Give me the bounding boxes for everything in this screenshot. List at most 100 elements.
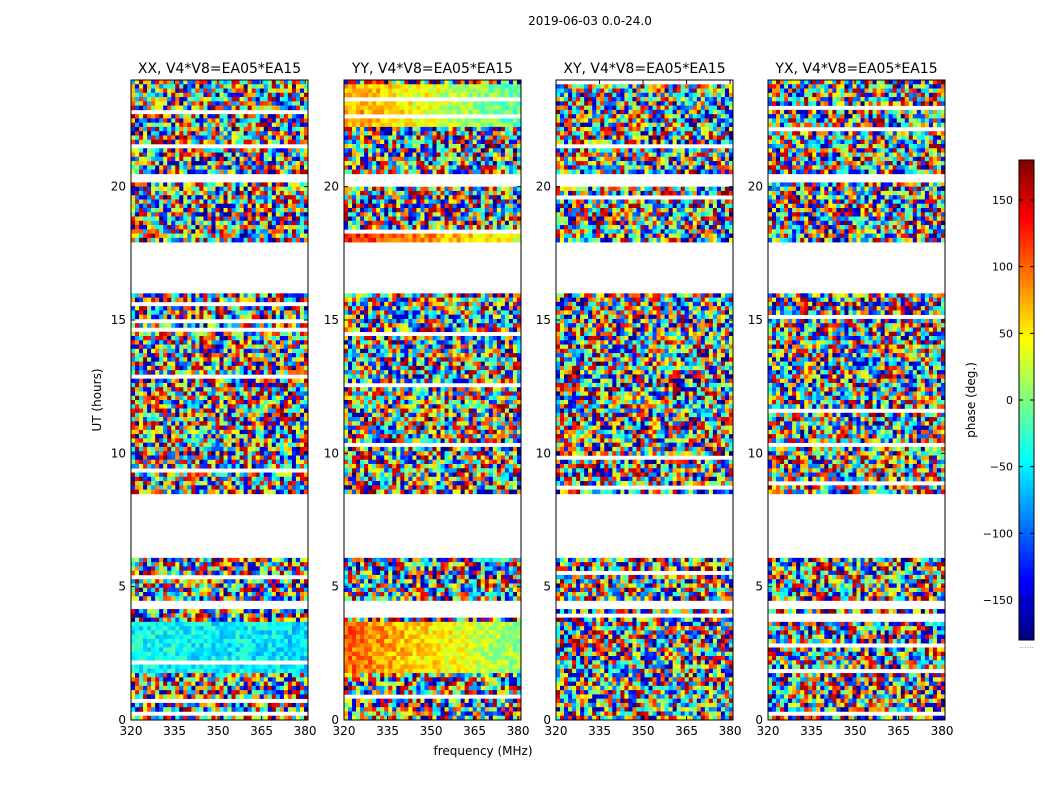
x-axis-label: frequency (MHz)	[433, 744, 532, 758]
colorbar-step	[1019, 632, 1034, 637]
x-tick-label: 380	[931, 724, 954, 738]
y-tick-label: 0	[118, 713, 126, 727]
colorbar-step	[1019, 160, 1034, 165]
colorbar-step	[1019, 544, 1034, 549]
colorbar-step	[1019, 540, 1034, 545]
colorbar-step	[1019, 400, 1034, 405]
colorbar-step	[1019, 520, 1034, 525]
colorbar-step	[1019, 556, 1034, 561]
x-tick-label: 335	[163, 724, 186, 738]
panel-0: XX, V4*V8=EA05*EA15 320 335 350 365 380 0 5 10 15…	[111, 61, 317, 738]
y-tick-label: 5	[331, 580, 339, 594]
colorbar-step	[1019, 416, 1034, 421]
x-tick-label: 350	[207, 724, 230, 738]
colorbar-step	[1019, 360, 1034, 365]
x-tick-label: 350	[844, 724, 867, 738]
colorbar-step	[1019, 248, 1034, 253]
colorbar-step	[1019, 188, 1034, 193]
colorbar-step	[1019, 504, 1034, 509]
axes-frame	[555, 79, 734, 721]
colorbar-step	[1019, 452, 1034, 457]
colorbar-step	[1019, 408, 1034, 413]
colorbar-step	[1019, 244, 1034, 249]
colorbar-step	[1019, 628, 1034, 633]
colorbar-step	[1019, 308, 1034, 313]
x-tick-label: 320	[120, 724, 143, 738]
colorbar-step	[1019, 548, 1034, 553]
y-tick-label: 15	[748, 313, 763, 327]
colorbar-step	[1019, 492, 1034, 497]
colorbar-step	[1019, 592, 1034, 597]
colorbar-step	[1019, 240, 1034, 245]
colorbar-step	[1019, 432, 1034, 437]
colorbar-step	[1019, 172, 1034, 177]
axes-frame	[343, 79, 522, 721]
y-tick-label: 0	[331, 713, 339, 727]
y-tick-label: 15	[536, 313, 551, 327]
colorbar-step	[1019, 176, 1034, 181]
phase-raster	[344, 80, 522, 721]
colorbar-label: phase (deg.)	[964, 362, 978, 438]
phase-raster	[768, 80, 946, 721]
colorbar-step	[1019, 476, 1034, 481]
x-tick-label: 320	[757, 724, 780, 738]
colorbar-step	[1019, 164, 1034, 169]
colorbar-step	[1019, 300, 1034, 305]
colorbar-step	[1019, 356, 1034, 361]
x-tick-label: 380	[294, 724, 317, 738]
y-tick-label: 20	[111, 180, 126, 194]
colorbar-step	[1019, 352, 1034, 357]
colorbar-step	[1019, 388, 1034, 393]
y-tick-label: 10	[748, 446, 763, 460]
colorbar-step	[1019, 508, 1034, 513]
colorbar-step	[1019, 460, 1034, 465]
colorbar-step	[1019, 532, 1034, 537]
y-tick-label: 0	[543, 713, 551, 727]
colorbar-step	[1019, 552, 1034, 557]
colorbar-step	[1019, 380, 1034, 385]
colorbar-step	[1019, 268, 1034, 273]
colorbar-step	[1019, 500, 1034, 505]
colorbar-step	[1019, 260, 1034, 265]
colorbar-step	[1019, 224, 1034, 229]
y-tick-label: 20	[748, 180, 763, 194]
y-tick-label: 15	[324, 313, 339, 327]
y-tick-label: 10	[536, 446, 551, 460]
colorbar-step	[1019, 292, 1034, 297]
colorbar-step	[1019, 424, 1034, 429]
colorbar-step	[1019, 344, 1034, 349]
colorbar-step	[1019, 420, 1034, 425]
colorbar-step	[1019, 208, 1034, 213]
colorbar-step	[1019, 304, 1034, 309]
colorbar-step	[1019, 364, 1034, 369]
colorbar-step	[1019, 192, 1034, 197]
colorbar-step	[1019, 328, 1034, 333]
x-tick-label: 365	[463, 724, 486, 738]
colorbar-step	[1019, 396, 1034, 401]
colorbar-step	[1019, 320, 1034, 325]
y-tick-label: 5	[118, 580, 126, 594]
y-tick-label: 5	[755, 580, 763, 594]
panel-1: YY, V4*V8=EA05*EA15 320 335 350 365 380 0 5 10 15…	[324, 61, 530, 738]
colorbar-step	[1019, 472, 1034, 477]
y-tick-label: 10	[111, 446, 126, 460]
colorbar-step	[1019, 392, 1034, 397]
colorbar-step	[1019, 636, 1034, 641]
colorbar-step	[1019, 340, 1034, 345]
panel-title: XX, V4*V8=EA05*EA15	[138, 61, 301, 77]
axes-frame	[130, 79, 309, 721]
colorbar-tick-label: 150	[992, 194, 1013, 207]
y-tick-label: 5	[543, 580, 551, 594]
colorbar-step	[1019, 216, 1034, 221]
colorbar-step	[1019, 516, 1034, 521]
x-tick-label: 380	[507, 724, 530, 738]
y-tick-label: 20	[324, 180, 339, 194]
colorbar-step	[1019, 312, 1034, 317]
colorbar-tick-label: −100	[983, 527, 1013, 540]
panel-2: XY, V4*V8=EA05*EA15 320 335 350 365 380 0 5 10 15…	[536, 61, 742, 738]
y-tick-label: 10	[324, 446, 339, 460]
y-tick-label: 15	[111, 313, 126, 327]
colorbar-step	[1019, 576, 1034, 581]
panel-3: YX, V4*V8=EA05*EA15 320 335 350 365 380 0 5 10 15…	[748, 61, 954, 738]
